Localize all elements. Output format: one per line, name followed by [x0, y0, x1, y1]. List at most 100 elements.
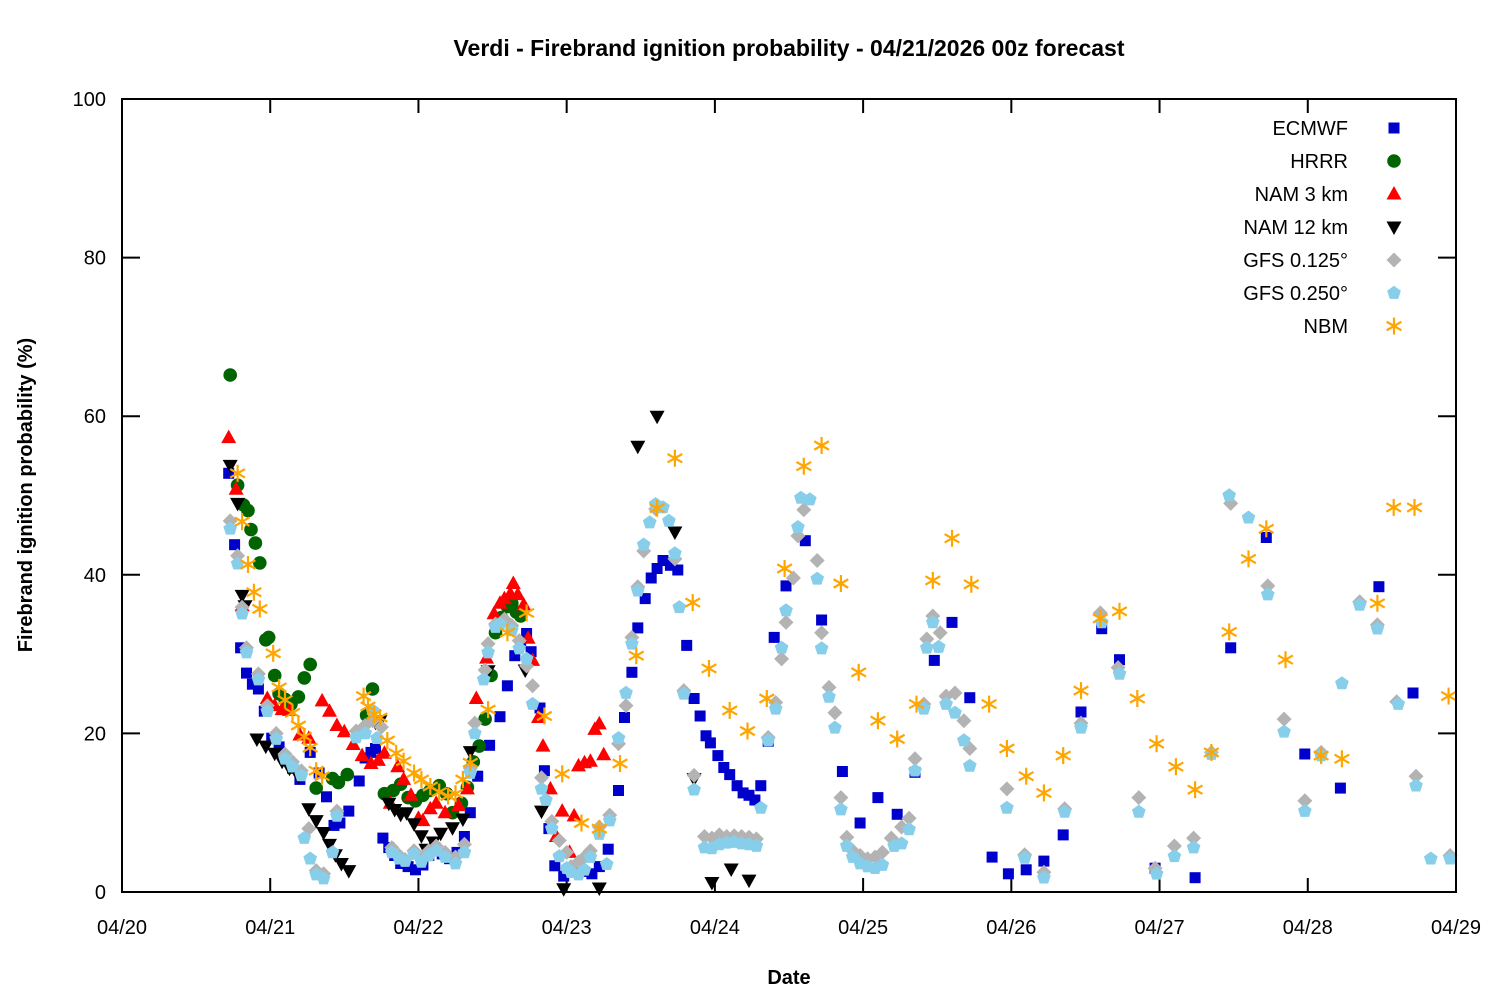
data-point — [1074, 720, 1088, 734]
asterisk-stroke — [440, 790, 457, 802]
data-point — [534, 781, 549, 795]
circle-marker — [261, 630, 276, 645]
x-tick-label: 04/27 — [1135, 917, 1185, 939]
data-point — [810, 571, 825, 585]
square-marker — [223, 467, 235, 479]
data-point — [613, 785, 624, 796]
data-point — [407, 846, 421, 860]
data-point — [630, 440, 646, 455]
diamond-marker — [1186, 830, 1202, 846]
data-point — [566, 807, 582, 822]
square-marker — [626, 666, 638, 678]
data-point — [596, 746, 612, 761]
pentagon-marker — [834, 802, 848, 816]
asterisk-stroke — [240, 559, 256, 570]
data-point — [462, 746, 478, 760]
data-point — [836, 766, 848, 777]
asterisk-stroke — [499, 627, 516, 638]
square-marker — [534, 702, 546, 714]
asterisk-stroke — [1240, 553, 1257, 565]
triangle-down-marker — [413, 830, 429, 844]
square-marker — [946, 616, 958, 628]
data-point — [1225, 642, 1237, 654]
data-point — [586, 868, 598, 880]
legend-marker-diamond-icon — [1386, 252, 1402, 268]
data-point — [476, 672, 491, 686]
triangle-down-marker — [1386, 221, 1402, 235]
pentagon-marker — [260, 704, 275, 718]
data-point — [1221, 623, 1238, 641]
data-point — [626, 666, 638, 678]
square-marker — [1075, 706, 1087, 718]
data-point — [791, 520, 805, 534]
data-point — [538, 765, 550, 777]
pentagon-marker — [619, 685, 633, 699]
pentagon-marker — [1074, 720, 1088, 734]
data-point — [518, 604, 535, 622]
data-point — [322, 703, 337, 717]
triangle-down-marker — [534, 805, 549, 820]
data-point — [822, 689, 836, 703]
data-point — [602, 813, 617, 827]
data-point — [1167, 758, 1184, 776]
asterisk-stroke — [284, 707, 301, 719]
data-point — [701, 659, 717, 677]
data-point — [981, 695, 998, 713]
pentagon-marker — [925, 615, 940, 629]
data-point — [230, 497, 246, 512]
data-point — [499, 624, 516, 642]
asterisk-stroke — [1035, 787, 1052, 799]
data-point — [1167, 849, 1182, 863]
triangle-up-marker — [336, 723, 352, 738]
square-marker — [1057, 829, 1069, 841]
triangle-down-marker — [741, 874, 757, 889]
diamond-marker — [686, 767, 702, 783]
pentagon-marker — [448, 856, 463, 870]
pentagon-marker — [1370, 621, 1385, 635]
pentagon-marker — [438, 849, 452, 863]
triangle-down-marker — [322, 838, 337, 853]
data-point — [472, 770, 484, 782]
data-point — [802, 492, 817, 506]
square-marker — [509, 650, 521, 662]
asterisk-stroke — [265, 648, 282, 659]
triangle-up-marker — [591, 715, 607, 730]
data-point — [269, 731, 284, 745]
data-point — [1020, 864, 1032, 876]
data-point — [459, 780, 475, 795]
data-point — [403, 787, 419, 801]
square-marker — [1334, 782, 1346, 794]
axis-ticks: 04/20 04/21 04/22 04/23 04/24 04/25 04/26 04/27… — [73, 89, 1481, 939]
square-marker — [700, 730, 712, 742]
triangle-down-marker — [222, 459, 238, 474]
data-point — [687, 782, 701, 796]
data-point — [462, 754, 479, 772]
pentagon-marker — [278, 751, 292, 765]
square-marker — [464, 807, 476, 819]
data-point — [370, 731, 384, 745]
square-marker — [321, 791, 332, 803]
asterisk-stroke — [1440, 690, 1457, 702]
data-point — [249, 733, 265, 747]
pentagon-marker — [599, 857, 614, 871]
data-point — [1222, 488, 1237, 502]
data-point — [998, 740, 1015, 757]
square-marker — [731, 780, 743, 792]
square-marker — [501, 680, 513, 692]
square-marker — [1388, 122, 1400, 134]
pentagon-marker — [1443, 851, 1457, 865]
data-point — [739, 722, 756, 740]
pentagon-marker — [802, 492, 817, 506]
diamond-marker — [1260, 578, 1276, 594]
triangle-down-marker — [667, 526, 683, 540]
square-marker — [712, 750, 724, 762]
data-point — [749, 794, 761, 806]
pentagon-marker — [544, 821, 559, 835]
data-point — [278, 751, 292, 765]
data-point — [223, 368, 237, 382]
data-point — [872, 792, 884, 804]
x-tick-label: 04/25 — [838, 917, 888, 939]
data-point — [388, 744, 405, 762]
data-point — [1352, 597, 1367, 611]
y-tick-label: 60 — [84, 406, 106, 428]
